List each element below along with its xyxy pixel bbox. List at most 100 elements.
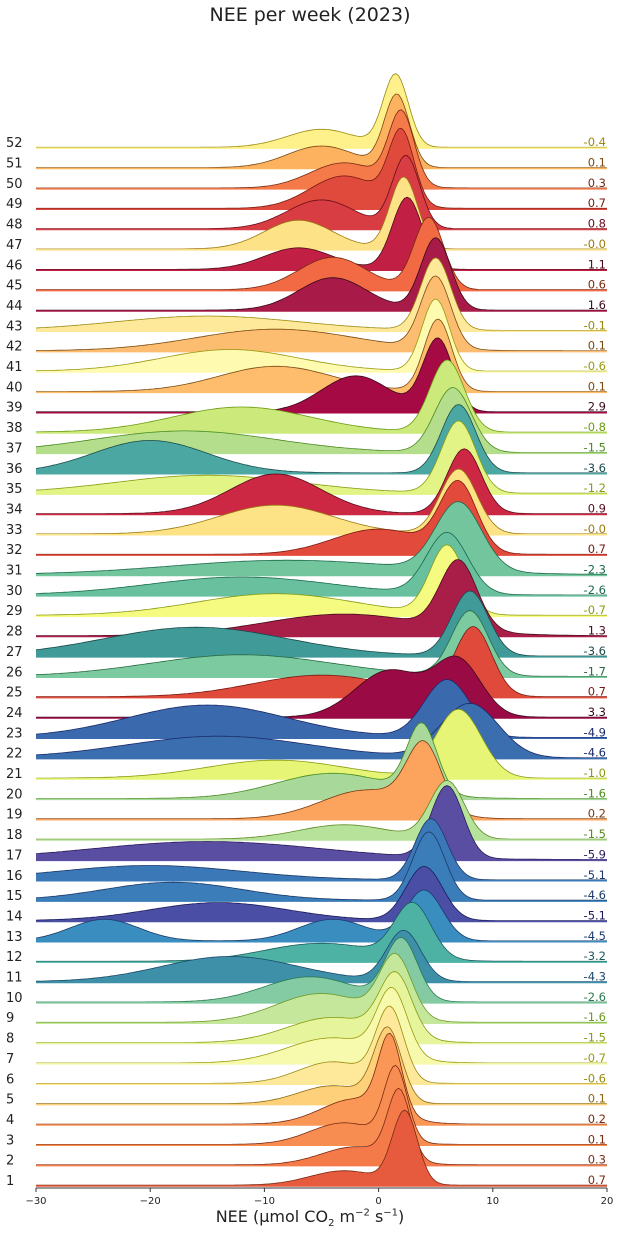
ridge-week-17: 17 -5.9	[6, 785, 607, 863]
ridge-area	[36, 197, 607, 271]
ridge-area	[36, 155, 607, 230]
ridge-outline	[36, 298, 607, 372]
ridge-outline	[36, 1064, 607, 1145]
ridge-area	[36, 930, 607, 983]
x-tick-label: 0	[375, 1196, 381, 1207]
week-label: 42	[6, 340, 23, 355]
week-label: 46	[6, 258, 23, 273]
week-mean-value: -1.2	[584, 481, 606, 495]
ridge-week-5: 5 0.1	[6, 1026, 607, 1108]
week-label: 51	[6, 157, 23, 172]
ridge-outline	[36, 109, 607, 189]
week-label: 44	[6, 299, 23, 314]
week-mean-value: -0.0	[584, 237, 606, 251]
ridge-outline	[35, 257, 607, 331]
ridge-outline	[36, 196, 607, 270]
ridge-area	[36, 818, 607, 881]
ridge-area	[36, 73, 607, 149]
week-label: 10	[6, 991, 23, 1006]
ridge-area	[36, 217, 607, 291]
week-mean-value: -2.6	[584, 990, 606, 1004]
week-label: 16	[6, 869, 23, 884]
week-mean-value: -2.3	[584, 563, 606, 577]
ridge-area	[36, 1065, 607, 1146]
ridge-outline	[36, 1032, 607, 1125]
ridge-outline	[36, 1109, 607, 1186]
week-mean-value: 0.1	[588, 1132, 606, 1146]
week-mean-value: 0.1	[588, 339, 606, 353]
ridge-area	[36, 866, 607, 922]
week-label: 31	[6, 564, 23, 579]
week-label: 43	[6, 319, 23, 334]
week-mean-value: 0.3	[588, 1153, 606, 1167]
ridge-area	[36, 128, 607, 210]
week-label: 50	[6, 177, 23, 192]
week-label: 21	[6, 767, 23, 782]
week-mean-value: 2.9	[588, 400, 606, 414]
ridge-week-43: 43 -0.1	[6, 257, 607, 334]
week-mean-value: -0.6	[584, 359, 606, 373]
week-label: 3	[6, 1133, 14, 1148]
ridge-area	[36, 785, 607, 861]
ridge-week-3: 3 0.1	[6, 1064, 607, 1148]
ridge-area	[36, 953, 607, 1024]
week-mean-value: -4.5	[584, 929, 606, 943]
week-label: 9	[6, 1011, 14, 1026]
week-mean-value: -1.7	[584, 664, 606, 678]
ridge-week-12: 12 -3.2	[6, 901, 607, 965]
ridge-week-39: 39 2.9	[6, 337, 607, 416]
week-mean-value: 0.7	[588, 196, 606, 210]
week-mean-value: -5.9	[584, 847, 606, 861]
ridge-outline	[35, 929, 607, 982]
week-label: 25	[6, 686, 23, 701]
ridge-week-20: 20 -1.6	[6, 722, 607, 802]
week-mean-value: -2.6	[584, 583, 606, 597]
week-mean-value: -3.6	[584, 461, 606, 475]
week-label: 15	[6, 889, 23, 904]
ridge-outline	[35, 679, 607, 738]
ridge-outline	[36, 337, 607, 413]
x-tick-label: −30	[25, 1196, 46, 1207]
x-axis-label: NEE (μmol CO2 m−2 s−1)	[215, 1207, 405, 1230]
ridge-group: 52 -0.451 0.150 0.349 0.748 0.847 -0.046 1.145 0…	[6, 73, 608, 1189]
week-label: 36	[6, 462, 23, 477]
ridge-area	[36, 937, 607, 1003]
ridge-area	[36, 109, 607, 189]
week-mean-value: -0.4	[584, 135, 606, 149]
ridge-outline	[35, 702, 607, 759]
x-tick-label: −10	[254, 1196, 275, 1207]
week-label: 40	[6, 380, 23, 395]
ridge-outline	[36, 93, 607, 168]
ridge-outline	[35, 831, 607, 901]
ridge-outline	[36, 740, 607, 820]
week-label: 11	[6, 971, 23, 986]
week-mean-value: -1.5	[584, 440, 606, 454]
ridge-week-48: 48 0.8	[6, 155, 607, 233]
ridge-outline	[35, 404, 607, 474]
ridge-outline	[36, 722, 607, 799]
week-mean-value: -1.6	[584, 1010, 606, 1024]
week-mean-value: -0.6	[584, 1071, 606, 1085]
ridge-outline	[36, 901, 607, 962]
week-label: 7	[6, 1052, 14, 1067]
ridge-outline	[35, 386, 607, 453]
ridge-outline	[36, 708, 607, 779]
ridge-area	[36, 93, 607, 169]
x-tick-label: 20	[601, 1196, 614, 1207]
ridge-outline	[35, 889, 607, 942]
ridge-outline	[36, 626, 607, 698]
ridge-week-6: 6 -0.6	[6, 1005, 607, 1087]
ridge-week-19: 19 0.2	[6, 740, 607, 823]
week-label: 13	[6, 930, 23, 945]
week-mean-value: -5.1	[584, 908, 606, 922]
ridge-outline	[35, 531, 607, 596]
ridge-week-16: 16 -5.1	[6, 818, 607, 884]
week-label: 28	[6, 625, 23, 640]
week-mean-value: -5.1	[584, 868, 606, 882]
ridge-area	[36, 722, 607, 800]
ridge-outline	[36, 216, 607, 291]
ridge-outline	[35, 420, 607, 494]
week-label: 35	[6, 482, 23, 497]
week-mean-value: -4.9	[584, 725, 606, 739]
week-label: 47	[6, 238, 23, 253]
